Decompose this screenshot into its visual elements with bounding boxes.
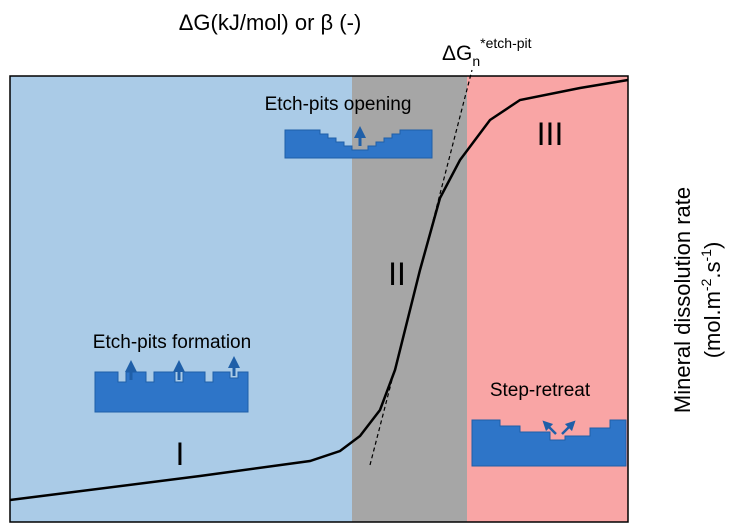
threshold-sup: *etch-pit — [480, 35, 531, 51]
y-axis-label: Mineral dissolution rate (mol.m-2.s-1) — [670, 187, 725, 413]
icon-etch-pits-opening — [284, 126, 433, 159]
unit-part: (mol.m — [700, 291, 725, 358]
rate-curve — [9, 78, 629, 502]
unit-exp: -2 — [698, 278, 714, 291]
region-label: I — [176, 436, 185, 472]
icon-etch-pits-formation — [94, 356, 249, 413]
mechanism-label: Etch-pits opening — [265, 94, 412, 115]
unit-part: ) — [700, 242, 725, 249]
x-axis-label: ΔG(kJ/mol) or β (-) — [179, 10, 362, 35]
threshold-label: ΔGn*etch-pit — [442, 35, 532, 69]
threshold-sub: n — [472, 53, 480, 69]
unit-part: .s — [700, 261, 725, 278]
mechanism-label: Step-retreat — [490, 380, 591, 401]
y-axis-label-line2: (mol.m-2.s-1) — [698, 242, 725, 359]
y-axis-label-line1: Mineral dissolution rate — [670, 187, 695, 413]
region-label: III — [537, 116, 564, 152]
plot-frame — [9, 75, 629, 523]
mechanism-label: Etch-pits formation — [93, 332, 251, 353]
unit-exp: -1 — [698, 249, 714, 262]
icon-step-retreat — [471, 419, 627, 467]
region-label: II — [388, 256, 406, 292]
threshold-base: ΔG — [442, 42, 472, 65]
